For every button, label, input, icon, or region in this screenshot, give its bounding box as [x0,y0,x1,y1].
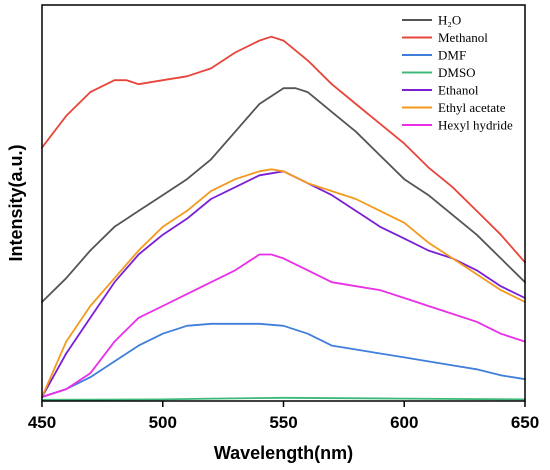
legend-label: Ethyl acetate [438,100,506,115]
y-axis-label: Intensity(a.u.) [6,144,26,261]
legend-label: Hexyl hydride [438,118,513,133]
series-line-2 [41,322,526,398]
x-tick-label: 650 [511,413,539,432]
legend-label: Methanol [438,30,488,45]
legend-label: DMSO [438,65,476,80]
series-line-3 [41,396,526,401]
series-line-1 [41,35,526,264]
legend-label: DMF [438,48,466,63]
x-axis-label: Wavelength(nm) [214,443,353,463]
series-line-6 [41,253,526,398]
series-line-5 [41,168,526,398]
plot-area [41,35,526,401]
x-tick-label: 600 [390,413,418,432]
legend-label: H₂O [438,13,461,28]
x-axis-ticks: 450 500 550 600 650 [28,401,539,432]
x-tick-label: 500 [149,413,177,432]
legend: H₂O Methanol DMF DMSO Ethanol Ethyl acetate He… [402,13,513,133]
series-line-0 [41,87,526,303]
legend-label: Ethanol [438,83,479,98]
x-tick-label: 450 [28,413,56,432]
x-tick-label: 550 [269,413,297,432]
series-line-4 [41,170,526,398]
